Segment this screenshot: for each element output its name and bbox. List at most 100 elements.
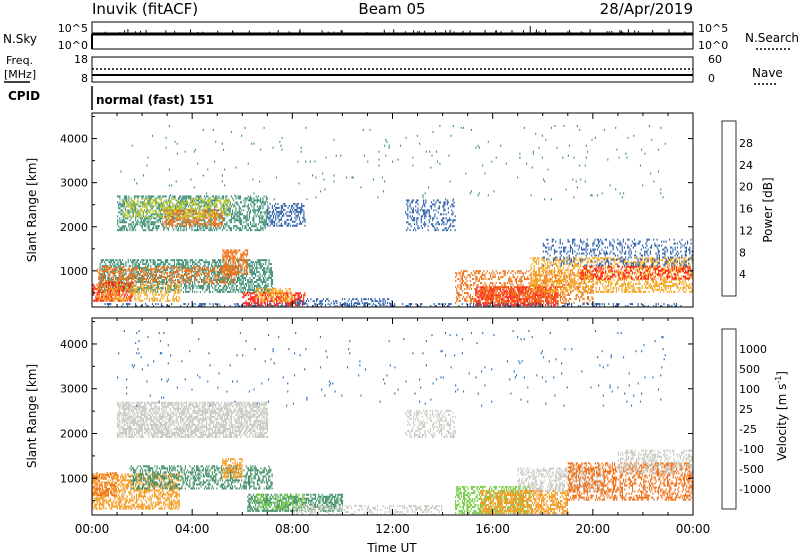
power-cell	[120, 272, 122, 275]
power-cell	[148, 217, 150, 220]
power-cell	[230, 257, 232, 260]
power-cell	[116, 289, 118, 292]
power-cell	[114, 286, 116, 289]
power-cell	[236, 215, 238, 218]
power-cell	[117, 291, 120, 294]
power-cell	[200, 212, 202, 215]
power-cell	[100, 283, 102, 286]
power-cell	[120, 282, 122, 285]
power-cell	[233, 259, 235, 262]
power-cell	[140, 204, 142, 207]
power-cell	[266, 211, 269, 214]
power-cell	[115, 285, 117, 288]
power-cell	[185, 290, 187, 293]
power-cell	[121, 283, 123, 286]
power-cell	[132, 221, 134, 224]
power-cell	[243, 273, 245, 276]
power-cell	[174, 291, 176, 294]
power-cell	[220, 207, 222, 210]
power-cell	[114, 271, 116, 274]
power-cell	[160, 259, 162, 262]
power-cell	[225, 288, 227, 291]
power-cell	[129, 270, 131, 273]
power-cell	[143, 280, 145, 283]
power-cell	[161, 280, 163, 283]
power-cell	[179, 197, 181, 200]
power-cell	[216, 273, 218, 276]
power-cell	[266, 197, 269, 200]
power-cell	[171, 272, 173, 275]
power-cell	[153, 205, 155, 208]
power-cell	[160, 217, 163, 220]
power-cell	[268, 293, 270, 296]
power-cell	[162, 220, 164, 223]
power-cell	[243, 277, 245, 279]
power-cell	[198, 213, 200, 216]
power-cell	[229, 200, 231, 203]
power-cell	[279, 292, 281, 295]
power-cell	[174, 289, 176, 292]
power-cell	[145, 263, 147, 266]
power-cell	[299, 222, 302, 225]
power-cell	[103, 285, 105, 288]
power-cell	[124, 213, 126, 216]
power-cell	[143, 206, 145, 209]
power-cell	[190, 200, 192, 203]
power-cell	[201, 215, 203, 218]
power-cell	[279, 293, 281, 296]
power-cell	[207, 203, 209, 206]
power-cell	[151, 213, 154, 216]
power-cell	[147, 195, 149, 198]
power-cell	[121, 297, 123, 300]
power-cell	[155, 270, 157, 273]
power-cell	[412, 199, 415, 202]
power-cell	[281, 214, 284, 217]
power-cell	[248, 265, 250, 268]
power-cell	[262, 292, 264, 295]
power-cell	[186, 276, 188, 279]
power-cell	[423, 223, 425, 226]
power-cell	[262, 201, 264, 204]
power-cell	[106, 287, 108, 290]
power-cell	[152, 210, 154, 212]
power-cell	[97, 283, 99, 286]
power-cell	[163, 200, 165, 203]
power-cell	[168, 279, 170, 281]
power-cell	[218, 217, 220, 220]
power-cell	[170, 208, 172, 211]
power-cell	[231, 253, 233, 256]
power-cell	[102, 290, 105, 293]
power-cell	[270, 220, 272, 223]
power-cell	[221, 214, 223, 217]
power-cell	[258, 298, 260, 301]
power-cell	[208, 278, 210, 281]
power-cell	[209, 197, 211, 200]
power-cell	[270, 263, 272, 266]
power-cell	[197, 265, 199, 268]
power-cell	[296, 298, 298, 301]
freq-label: Freq.	[6, 54, 33, 67]
power-cell	[198, 284, 200, 287]
power-cell	[264, 286, 266, 289]
power-cell	[149, 280, 152, 283]
power-cell	[177, 276, 179, 279]
power-cell	[120, 275, 123, 278]
power-cell	[142, 221, 145, 224]
power-cell	[281, 291, 283, 294]
power-cell	[167, 265, 169, 268]
power-cell	[241, 229, 243, 232]
power-cell	[276, 304, 278, 307]
power-cell	[225, 280, 227, 283]
power-cell	[104, 270, 107, 273]
power-cell	[172, 259, 174, 262]
power-cell	[238, 227, 240, 230]
power-cell	[233, 280, 235, 283]
power-cell	[246, 197, 248, 200]
power-cell	[232, 263, 234, 266]
power-cell	[263, 203, 265, 206]
power-cell	[244, 249, 246, 252]
power-cell	[121, 203, 123, 206]
power-cell	[207, 271, 209, 274]
power-cell	[117, 265, 119, 268]
power-cell	[150, 195, 152, 198]
